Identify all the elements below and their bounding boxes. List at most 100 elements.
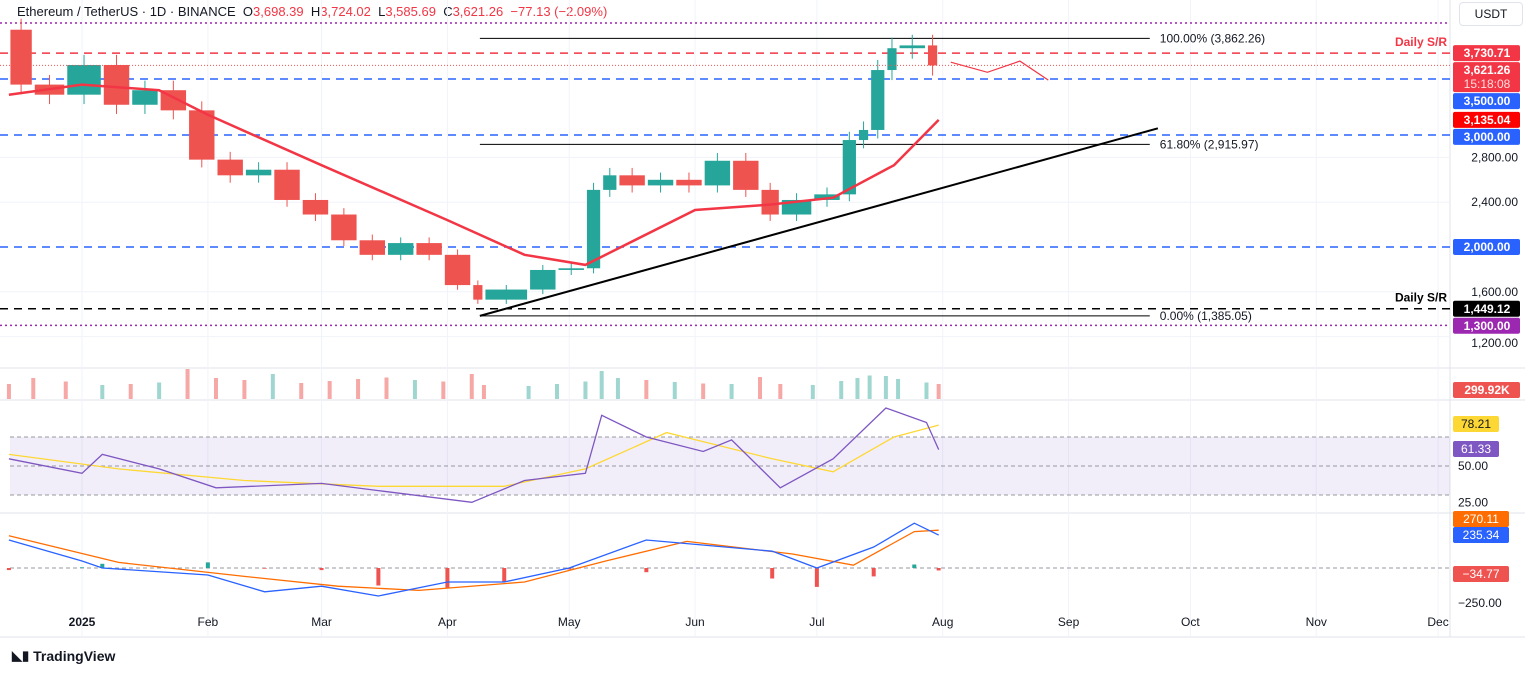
x-tick-label: Feb (198, 615, 219, 629)
x-tick-label: Mar (311, 615, 332, 629)
candle-body (103, 65, 130, 105)
countdown-label: 15:18:08 (1464, 77, 1511, 91)
logo-icon: ◣▮ (12, 648, 30, 663)
rsi-ma-line (8, 424, 939, 487)
volume-bar (672, 382, 677, 399)
volume-bar (157, 382, 162, 399)
macd-histogram-bar (502, 568, 507, 582)
rsi-line (8, 407, 940, 503)
ema-value-label: 3,135.04 (1464, 113, 1511, 127)
candle-body (899, 45, 925, 49)
volume-bar (896, 379, 901, 399)
candle-body (647, 179, 674, 186)
volume-bar (758, 377, 763, 399)
candle-body (359, 240, 385, 255)
level-price-label-box (1453, 300, 1520, 317)
candle-body (189, 110, 215, 160)
fib-level-label: 61.80% (2,915.97) (1160, 137, 1259, 151)
candle-body (416, 243, 442, 255)
close-value: 3,621.26 (452, 4, 504, 19)
rsi-tick-label: 25.00 (1458, 495, 1488, 509)
macd-histogram-value-box (1453, 566, 1509, 582)
price-tick-label: 2,400.00 (1471, 195, 1518, 209)
volume-bar (778, 384, 783, 399)
symbol-title[interactable]: Ethereum / TetherUS · 1D · BINANCE (17, 4, 236, 19)
macd-histogram-bar (936, 568, 941, 571)
macd-histogram-bar (445, 568, 450, 589)
level-price-label-box (1453, 317, 1520, 334)
level-name-label: Daily S/R (1395, 35, 1447, 49)
open-value: 3,698.39 (253, 4, 304, 19)
level-name-label: Daily S/R (1395, 291, 1447, 305)
volume-bar (185, 369, 190, 399)
volume-bar (615, 378, 620, 399)
level-price-label: 2,000.00 (1464, 240, 1511, 254)
level-price-label-box (1453, 45, 1520, 62)
candle-body (871, 70, 885, 130)
candle-body (733, 160, 759, 190)
volume-bar (412, 380, 417, 399)
x-tick-label: Sep (1058, 615, 1080, 629)
x-tick-label: Apr (438, 615, 457, 629)
x-tick-label: Jul (809, 615, 824, 629)
rsi-ma-box (1453, 416, 1499, 432)
volume-bar (469, 374, 474, 399)
volume-bar (128, 384, 133, 399)
volume-bar (526, 386, 531, 399)
x-tick-label: Jun (685, 615, 704, 629)
candle-body (858, 129, 869, 141)
volume-bar (242, 380, 247, 399)
candle-body (388, 243, 414, 255)
last-price-label: 3,621.26 (1464, 63, 1511, 77)
volume-bar (924, 382, 929, 399)
projection-path (950, 60, 1049, 81)
candle-body (10, 29, 32, 85)
volume-bar (100, 385, 105, 399)
candle-body (603, 175, 617, 190)
candle-body (704, 160, 731, 186)
volume-bar (867, 375, 872, 399)
change-value: −77.13 (−2.09%) (510, 4, 608, 19)
macd-histogram-bar (770, 568, 775, 579)
volume-bar (599, 371, 604, 399)
macd-histogram-bar (871, 568, 876, 577)
candle-body (67, 65, 101, 95)
level-price-label: 3,000.00 (1464, 130, 1511, 144)
macd-line (8, 522, 939, 597)
volume-bar (810, 385, 815, 399)
macd-histogram-bar (644, 568, 649, 573)
candle-body (761, 189, 779, 215)
macd-histogram-bar (319, 568, 324, 571)
volume-bar (270, 374, 275, 399)
level-price-label-box (1453, 239, 1520, 255)
volume-bar (644, 380, 649, 399)
x-tick-label: Aug (932, 615, 953, 629)
volume-bar (63, 381, 68, 399)
candle-body (274, 169, 300, 200)
volume-label-box (1453, 382, 1520, 398)
candle-body (927, 45, 938, 66)
volume-bar (356, 379, 361, 399)
symbol-header: Ethereum / TetherUS · 1D · BINANCE O3,69… (17, 4, 608, 19)
macd-histogram-bar (262, 568, 267, 569)
rsi-box (1453, 441, 1499, 457)
tradingview-logo[interactable]: ◣▮ TradingView (12, 648, 116, 664)
macd-histogram-bar (205, 562, 210, 568)
macd-histogram-bar (814, 568, 819, 587)
macd-histogram-bar (100, 563, 105, 568)
candle-body (586, 189, 601, 269)
volume-bar (936, 384, 941, 399)
volume-bar (481, 385, 486, 399)
macd-histogram-bar (80, 567, 84, 568)
price-tick-label: 1,600.00 (1471, 285, 1518, 299)
rsi-ma-value: 78.21 (1461, 417, 1491, 431)
ema-value-label-box (1453, 111, 1520, 128)
macd-histogram-bar (376, 568, 381, 586)
candle-body (473, 285, 483, 300)
volume-bar (583, 381, 588, 399)
x-tick-label: May (558, 615, 581, 629)
macd-histogram-bar (567, 568, 572, 570)
currency-button[interactable]: USDT (1459, 2, 1523, 26)
